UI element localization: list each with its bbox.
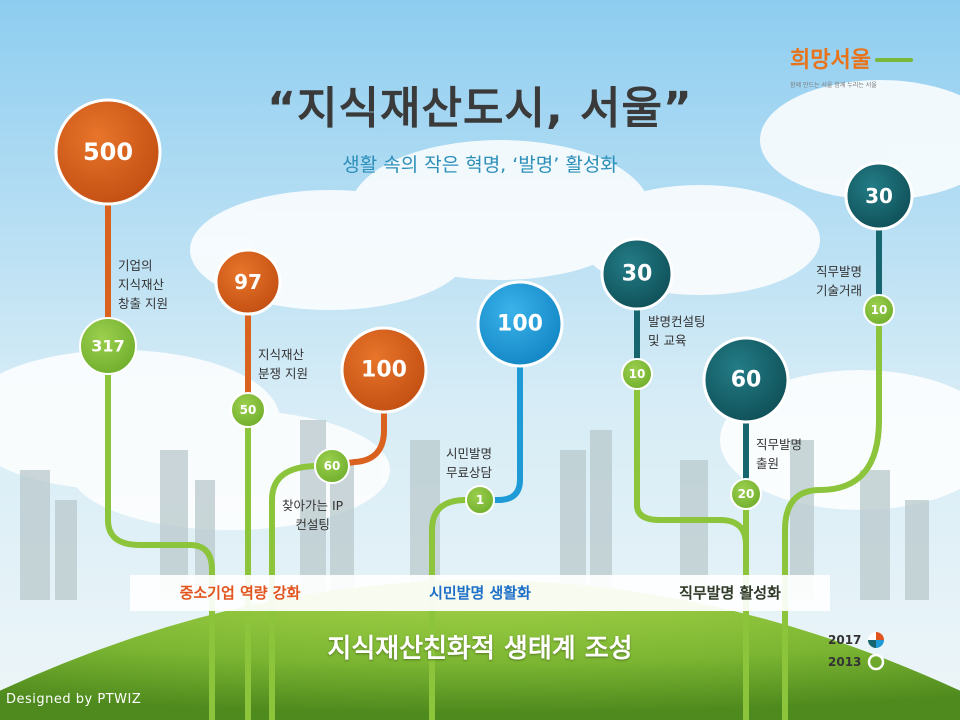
root-line <box>105 346 215 720</box>
bubble-2017-value: 30 <box>622 262 653 287</box>
bubble-2017-value: 30 <box>865 184 893 208</box>
item-label: 직무발명 기술거래 <box>816 264 863 298</box>
bubble-2017: 500 <box>54 98 162 206</box>
category-sme-label: 중소기업 역량 강화 <box>179 584 301 602</box>
logo-mark <box>875 58 913 62</box>
bubble-2017-circle <box>844 161 914 231</box>
bubble-2017: 100 <box>340 326 428 414</box>
bubble-2013-circle <box>465 485 495 515</box>
bubble-2013-value: 20 <box>738 487 755 501</box>
bubble-2013-circle <box>314 448 350 484</box>
root-line <box>269 463 319 720</box>
bubble-2017-value: 100 <box>361 358 407 383</box>
bubble-2013-value: 60 <box>324 459 341 473</box>
bubble-2013-circle <box>863 294 895 326</box>
connector-lines <box>105 149 882 720</box>
root-line <box>782 310 882 720</box>
category-bar <box>130 575 830 611</box>
bubble-2013: 10 <box>863 294 895 326</box>
stem-line <box>337 367 387 467</box>
bubble-2013-value: 50 <box>240 403 257 417</box>
bubble-2013: 10 <box>621 358 653 390</box>
item-label: 직무발명 출원 <box>756 437 803 471</box>
value-bubbles: 500 317 97 50 100 60 100 1 30 10 60 20 30 10 <box>54 98 914 515</box>
item-label: 지식재산 분쟁 지원 <box>258 347 308 381</box>
legend-2017-icon <box>868 632 885 648</box>
legend-2013-label: 2013 <box>828 655 862 669</box>
root-line <box>429 497 467 720</box>
bubble-2013-value: 10 <box>629 367 646 381</box>
bubble-2017-circle <box>340 326 428 414</box>
page-subtitle: 생활 속의 작은 혁명, ‘발명’ 활성화 <box>342 154 618 176</box>
bubble-2013-value: 317 <box>91 337 124 356</box>
bubble-2017-circle <box>54 98 162 206</box>
bubble-2017-circle <box>600 237 674 311</box>
bubble-2017-value: 500 <box>83 138 133 166</box>
category-employee-label: 직무발명 활성화 <box>679 584 781 602</box>
bubble-2017: 97 <box>214 248 282 316</box>
item-label: 기업의 지식재산 창출 지원 <box>118 258 168 311</box>
bubble-2013-circle <box>230 392 266 428</box>
green-hill <box>0 580 960 720</box>
bubble-2017-value: 100 <box>497 312 543 337</box>
legend-2017: 2017 <box>828 630 908 650</box>
legend-2017-label: 2017 <box>828 633 862 647</box>
bubble-2013: 60 <box>314 448 350 484</box>
item-label: 발명컨설팅 및 교육 <box>648 314 706 348</box>
bubble-2013-circle <box>79 317 137 375</box>
bubble-2013: 317 <box>79 317 137 375</box>
bubble-2017: 30 <box>844 161 914 231</box>
bubble-2017: 60 <box>702 336 790 424</box>
bubble-2017: 30 <box>600 237 674 311</box>
item-label: 시민발명 무료상담 <box>446 446 493 480</box>
bubble-2017-circle <box>476 280 564 368</box>
bottom-title: 지식재산친화적 생태계 조성 <box>327 634 633 664</box>
legend-2013: 2013 <box>828 652 908 672</box>
hope-seoul-logo: 희망서울 <box>790 47 871 73</box>
legend: 2017 2013 <box>828 630 908 672</box>
page-title: “지식재산도시, 서울” <box>267 83 693 134</box>
item-label: 찾아가는 IP 컨설팅 <box>282 498 344 532</box>
category-employee: 직무발명 활성화 <box>630 576 830 610</box>
bubble-2017: 100 <box>476 280 564 368</box>
category-citizen: 시민발명 생활화 <box>380 576 580 610</box>
credit: Designed by PTWIZ <box>6 692 142 707</box>
bubble-2017-value: 97 <box>234 270 262 294</box>
bubble-2013: 20 <box>730 478 762 510</box>
stem-line <box>487 321 523 503</box>
bubble-2013: 1 <box>465 485 495 515</box>
bubble-2013-value: 10 <box>871 303 888 317</box>
bubble-2013: 50 <box>230 392 266 428</box>
bubble-2013-circle <box>621 358 653 390</box>
category-citizen-label: 시민발명 생활화 <box>429 584 531 602</box>
bubble-2013-circle <box>730 478 762 510</box>
bubble-2017-value: 60 <box>731 368 762 393</box>
logo-tagline: 함께 만드는 서울 함께 누리는 서울 <box>790 82 877 89</box>
legend-2013-icon <box>868 653 885 671</box>
bubble-2017-circle <box>702 336 790 424</box>
bubble-2017-circle <box>214 248 282 316</box>
bubble-2013-value: 1 <box>476 493 484 507</box>
category-sme: 중소기업 역량 강화 <box>140 576 340 610</box>
city-skyline <box>20 420 929 600</box>
